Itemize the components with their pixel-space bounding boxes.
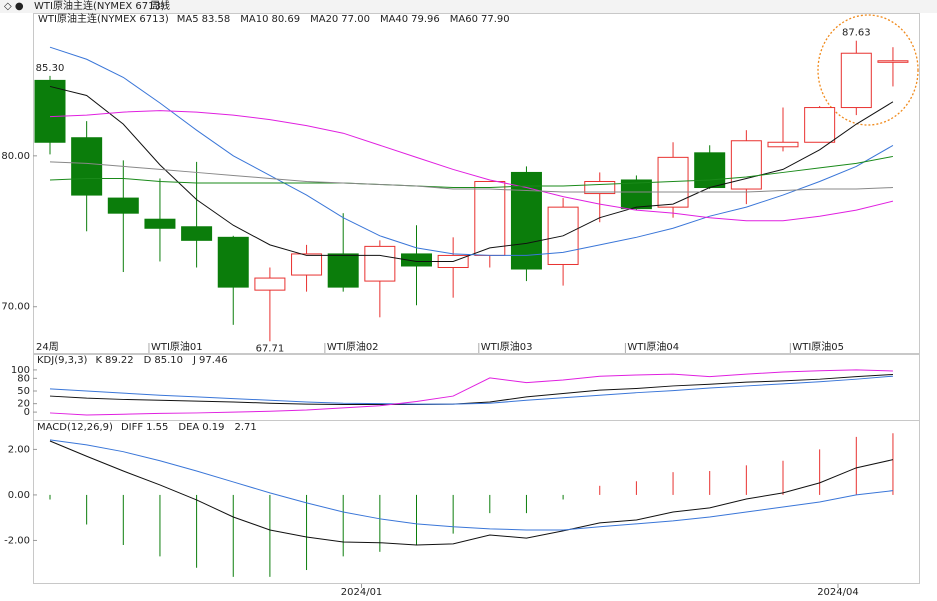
candle-body <box>474 180 506 256</box>
legend-name: MA20 <box>310 14 338 25</box>
candle-body <box>217 236 249 288</box>
legend-value: 0.19 <box>202 422 224 433</box>
candle-body <box>291 253 323 276</box>
indicator-line <box>49 369 893 416</box>
candle-body <box>107 197 139 214</box>
period-label: WTI原油04 <box>627 340 679 353</box>
candle-body <box>401 253 432 267</box>
legend-name: MA5 <box>177 14 199 25</box>
y-tick-label: 20 <box>17 399 30 410</box>
candle-body <box>694 152 726 189</box>
candle-body <box>510 171 542 270</box>
indicator-line <box>49 440 894 546</box>
indicator-line <box>49 375 893 405</box>
y-tick-label: 100 <box>11 365 30 376</box>
indicator-line <box>49 46 894 256</box>
legend-name: DIFF <box>121 422 143 433</box>
legend-name: K <box>95 355 102 366</box>
date-label: 2024/04 <box>817 587 859 598</box>
period-label: WTI原油01 <box>151 340 203 353</box>
candle-body <box>254 277 286 291</box>
legend-value: 2.71 <box>235 422 257 433</box>
title-bar <box>0 0 937 13</box>
legend-name: MA60 <box>450 14 478 25</box>
period-label: WTI原油02 <box>327 340 379 353</box>
candle-body <box>620 179 652 210</box>
candle-body <box>804 107 836 143</box>
legend-name: D <box>144 355 152 366</box>
date-label: 2024/01 <box>341 587 383 598</box>
legend-value: 1.55 <box>146 422 168 433</box>
main-panel <box>33 13 920 354</box>
legend-name: MA40 <box>380 14 408 25</box>
legend-value: 83.58 <box>202 14 231 25</box>
y-tick-label: 0.00 <box>8 490 30 501</box>
price-label: 67.71 <box>256 343 285 354</box>
price-label: 87.63 <box>842 28 871 39</box>
legend-name: J <box>192 355 196 366</box>
x-unit-label: 24周 <box>36 341 59 353</box>
indicator-line <box>49 110 894 222</box>
indicator-label: KDJ(9,3,3) <box>37 355 88 366</box>
legend-name: DEA <box>178 422 199 433</box>
indicator-label: WTI原油主连(NYMEX 6713) <box>38 12 169 25</box>
price-label: 85.30 <box>36 63 65 74</box>
legend-value: 77.90 <box>481 14 510 25</box>
candle-body <box>144 218 176 229</box>
y-tick-label: 70.00 <box>1 302 30 313</box>
candle-body <box>71 137 103 196</box>
candle-body <box>877 60 909 63</box>
legend-name: MA10 <box>240 14 268 25</box>
legend-value: 80.69 <box>271 14 300 25</box>
macd-panel <box>33 420 920 584</box>
y-tick-label: 80 <box>17 373 30 384</box>
indicator-line <box>49 373 893 405</box>
candle-body <box>327 253 359 288</box>
indicator-label: MACD(12,26,9) <box>37 422 113 433</box>
legend-value: 77.00 <box>341 14 370 25</box>
icon: ◇ ● <box>4 1 24 12</box>
y-tick-label: 80.00 <box>1 151 30 162</box>
candle-body <box>730 140 762 190</box>
indicator-line <box>49 439 894 531</box>
candle-body <box>181 226 213 241</box>
chart-title: WTI原油主连(NYMEX 6713) <box>34 0 165 12</box>
candle-body <box>364 245 396 282</box>
indicator-line <box>49 155 894 189</box>
y-tick-label: 0 <box>24 407 30 418</box>
legend-value: 79.96 <box>411 14 440 25</box>
candle-body <box>840 52 872 109</box>
legend-value: 97.46 <box>199 355 228 366</box>
y-tick-label: -2.00 <box>4 535 30 546</box>
highlight-circle <box>817 14 919 126</box>
indicator-line <box>49 161 893 193</box>
legend-value: 89.22 <box>105 355 134 366</box>
period-label: WTI原油05 <box>792 340 844 353</box>
y-tick-label: 2.00 <box>8 444 30 455</box>
candle-body <box>767 141 799 148</box>
y-tick-label: 50 <box>17 386 30 397</box>
period-toggle[interactable]: 周线 <box>150 0 170 12</box>
legend-value: 85.10 <box>154 355 183 366</box>
candle-body <box>34 79 66 143</box>
period-label: WTI原油03 <box>481 340 533 353</box>
